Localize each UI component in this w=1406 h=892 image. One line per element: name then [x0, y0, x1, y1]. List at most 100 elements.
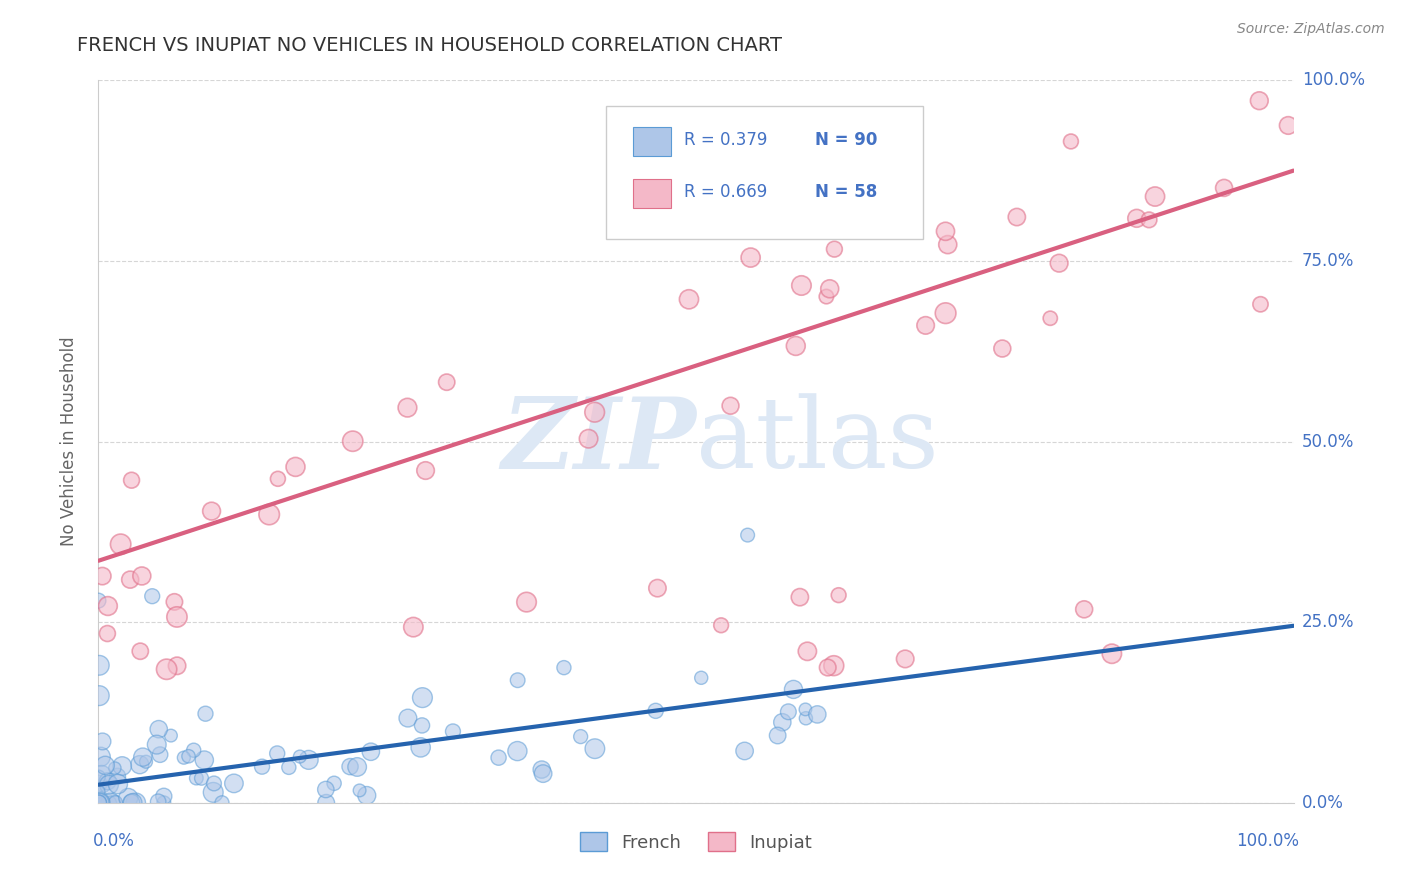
- Point: [342, 434, 364, 449]
- Text: N = 58: N = 58: [815, 183, 877, 202]
- Point: [515, 595, 537, 609]
- Point: [160, 729, 183, 743]
- Point: [315, 782, 337, 797]
- Point: [1125, 211, 1147, 226]
- Point: [93, 779, 115, 793]
- Point: [87, 593, 110, 607]
- Point: [339, 759, 361, 773]
- Point: [153, 789, 176, 804]
- Point: [89, 796, 111, 810]
- Point: [1047, 256, 1070, 270]
- Point: [125, 796, 148, 810]
- Point: [488, 750, 510, 764]
- Point: [914, 318, 936, 333]
- Point: [132, 750, 155, 764]
- Point: [202, 785, 225, 799]
- Point: [315, 796, 337, 810]
- Point: [98, 796, 121, 810]
- Point: [349, 783, 371, 797]
- Point: [815, 289, 838, 303]
- Point: [97, 774, 120, 789]
- Point: [111, 759, 134, 773]
- Point: [569, 730, 592, 744]
- Point: [100, 796, 122, 810]
- Point: [194, 706, 217, 721]
- Point: [710, 618, 733, 632]
- Point: [121, 473, 143, 487]
- Point: [153, 796, 176, 810]
- Point: [991, 342, 1014, 356]
- Point: [87, 770, 110, 784]
- Text: 100.0%: 100.0%: [1236, 831, 1299, 850]
- Point: [90, 749, 112, 764]
- Point: [790, 278, 813, 293]
- Point: [145, 738, 167, 752]
- Point: [778, 705, 800, 719]
- Text: 0.0%: 0.0%: [1302, 794, 1344, 812]
- Point: [770, 715, 793, 730]
- Point: [149, 747, 172, 762]
- Text: atlas: atlas: [696, 393, 939, 490]
- Point: [789, 590, 811, 604]
- Point: [644, 704, 666, 718]
- FancyBboxPatch shape: [606, 105, 922, 239]
- Point: [396, 401, 419, 415]
- Point: [186, 771, 208, 785]
- Point: [678, 293, 700, 307]
- Point: [131, 569, 153, 583]
- Point: [583, 405, 606, 419]
- Point: [1137, 212, 1160, 227]
- Point: [411, 718, 433, 732]
- Point: [356, 789, 378, 803]
- Point: [436, 375, 458, 389]
- Point: [183, 743, 205, 757]
- Point: [323, 776, 346, 790]
- Point: [690, 671, 713, 685]
- Text: R = 0.669: R = 0.669: [685, 183, 768, 202]
- Point: [1249, 94, 1271, 108]
- Point: [266, 747, 288, 761]
- Point: [288, 749, 311, 764]
- Point: [1144, 189, 1167, 203]
- Point: [1101, 647, 1123, 661]
- Point: [107, 769, 129, 783]
- Point: [250, 759, 273, 773]
- Point: [257, 508, 280, 522]
- Point: [91, 734, 114, 748]
- Point: [91, 569, 114, 583]
- Point: [785, 339, 807, 353]
- Point: [107, 777, 129, 791]
- Point: [583, 741, 606, 756]
- Point: [934, 224, 956, 238]
- Point: [578, 432, 600, 446]
- Point: [766, 729, 789, 743]
- Text: 25.0%: 25.0%: [1302, 613, 1354, 632]
- Point: [409, 740, 432, 755]
- Point: [346, 760, 368, 774]
- Point: [128, 757, 150, 772]
- Point: [193, 753, 215, 767]
- Point: [90, 796, 112, 810]
- Text: FRENCH VS INUPIAT NO VEHICLES IN HOUSEHOLD CORRELATION CHART: FRENCH VS INUPIAT NO VEHICLES IN HOUSEHO…: [77, 36, 782, 54]
- Point: [360, 745, 382, 759]
- Text: ZIP: ZIP: [501, 393, 696, 490]
- Point: [87, 793, 110, 807]
- Point: [737, 528, 759, 542]
- Text: 50.0%: 50.0%: [1302, 433, 1354, 450]
- Point: [1250, 297, 1272, 311]
- Point: [823, 242, 845, 256]
- Point: [177, 749, 200, 764]
- Point: [894, 652, 917, 666]
- Point: [89, 658, 111, 673]
- Text: 75.0%: 75.0%: [1302, 252, 1354, 270]
- Point: [121, 796, 143, 810]
- Point: [531, 766, 554, 780]
- Text: N = 90: N = 90: [815, 131, 877, 149]
- Point: [87, 796, 110, 810]
- Point: [506, 744, 529, 758]
- Point: [267, 472, 290, 486]
- Point: [720, 399, 742, 413]
- Point: [89, 796, 111, 810]
- Point: [190, 771, 212, 785]
- Point: [647, 581, 669, 595]
